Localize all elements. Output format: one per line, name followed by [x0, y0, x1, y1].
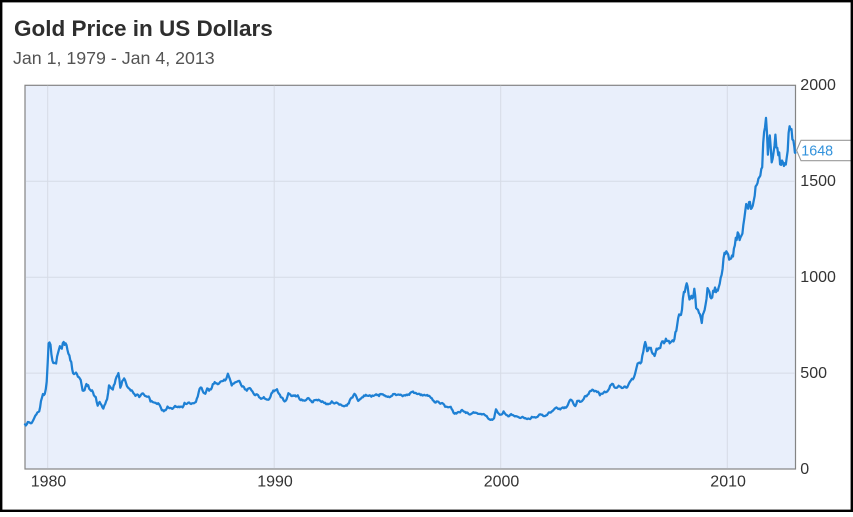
svg-text:1990: 1990: [257, 473, 293, 490]
svg-text:500: 500: [800, 365, 827, 382]
svg-text:Gold Price in US Dollars: Gold Price in US Dollars: [14, 16, 273, 41]
svg-text:2010: 2010: [710, 473, 746, 490]
svg-text:0: 0: [800, 461, 809, 478]
svg-text:2000: 2000: [484, 473, 520, 490]
svg-text:1648: 1648: [801, 143, 833, 159]
svg-text:1980: 1980: [31, 473, 67, 490]
svg-text:1500: 1500: [800, 173, 836, 190]
svg-text:2000: 2000: [800, 77, 836, 94]
svg-text:1000: 1000: [800, 269, 836, 286]
svg-text:Jan 1, 1979 - Jan 4, 2013: Jan 1, 1979 - Jan 4, 2013: [13, 48, 215, 68]
